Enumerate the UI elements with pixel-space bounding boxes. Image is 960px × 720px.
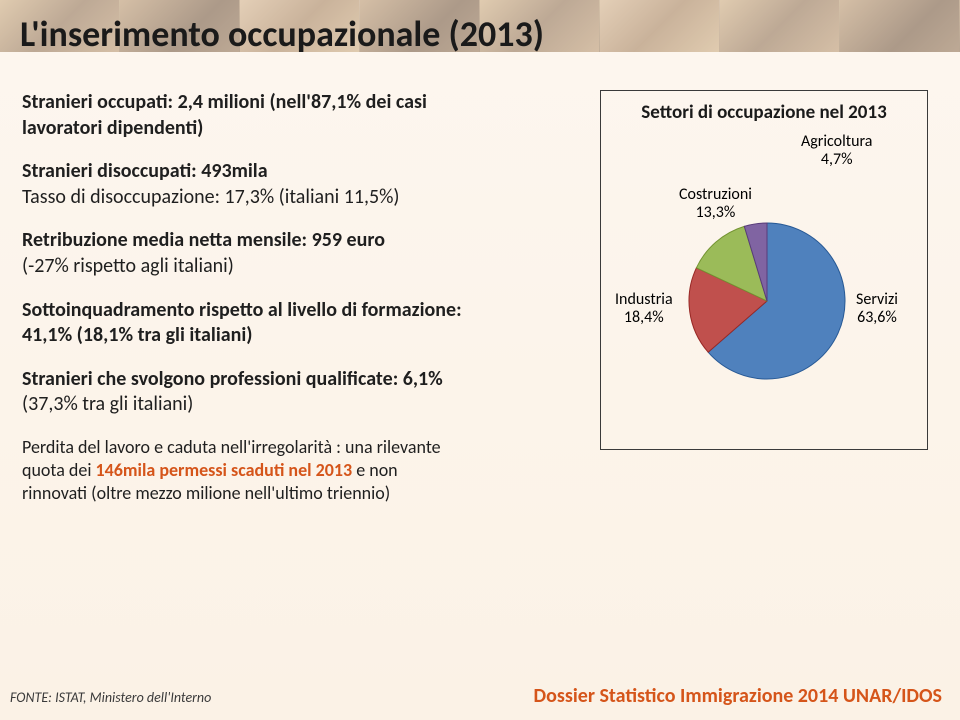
occupied-l2: lavoratori dipendenti) — [22, 116, 203, 140]
footer-source: FONTE: ISTAT, Ministero dell'Interno — [10, 689, 211, 706]
block-salary: Retribuzione media netta mensile: 959 eu… — [22, 228, 578, 279]
jobloss-l2pre: quota dei — [22, 459, 96, 481]
pie-chart-panel: Settori di occupazione nel 2013 Servizi6… — [600, 90, 928, 450]
block-unemployed: Stranieri disoccupati: 493mila Tasso di … — [22, 159, 578, 210]
occupied-l1: Stranieri occupati: 2,4 milioni (nell'87… — [22, 90, 427, 114]
jobloss-l1: Perdita del lavoro e caduta nell'irregol… — [22, 436, 441, 458]
block-underqualification: Sottoinquadramento rispetto al livello d… — [22, 298, 578, 349]
page-title: L'inserimento occupazionale (2013) — [20, 12, 544, 56]
pie-label-agricoltura: Agricoltura4,7% — [801, 133, 872, 170]
jobloss-highlight: 146mila permessi scaduti nel 2013 — [96, 459, 353, 481]
block-jobloss: Perdita del lavoro e caduta nell'irregol… — [22, 436, 578, 505]
unemployed-l2: Tasso di disoccupazione: 17,3% (italiani… — [22, 185, 400, 209]
jobloss-l2post: e non — [352, 459, 398, 481]
salary-l1: Retribuzione media netta mensile: 959 eu… — [22, 228, 385, 252]
block-occupied: Stranieri occupati: 2,4 milioni (nell'87… — [22, 90, 578, 141]
underq-l2: 41,1% (18,1% tra gli italiani) — [22, 323, 253, 347]
underq-l1: Sottoinquadramento rispetto al livello d… — [22, 298, 462, 322]
qualified-l2: (37,3% tra gli italiani) — [22, 392, 193, 416]
unemployed-l1: Stranieri disoccupati: 493mila — [22, 159, 268, 183]
pie-chart — [687, 221, 847, 381]
salary-l2: (-27% rispetto agli italiani) — [22, 254, 234, 278]
pie-label-servizi: Servizi63,6% — [856, 291, 898, 328]
text-column: Stranieri occupati: 2,4 milioni (nell'87… — [22, 90, 578, 523]
block-qualified: Stranieri che svolgono professioni quali… — [22, 367, 578, 418]
chart-title: Settori di occupazione nel 2013 — [601, 101, 927, 124]
footer-dossier: Dossier Statistico Immigrazione 2014 UNA… — [534, 684, 942, 708]
pie-label-costruzioni: Costruzioni13,3% — [679, 186, 752, 223]
jobloss-l3: rinnovati (oltre mezzo milione nell'ulti… — [22, 482, 390, 504]
qualified-l1: Stranieri che svolgono professioni quali… — [22, 367, 443, 391]
pie-label-industria: Industria18,4% — [615, 291, 673, 328]
